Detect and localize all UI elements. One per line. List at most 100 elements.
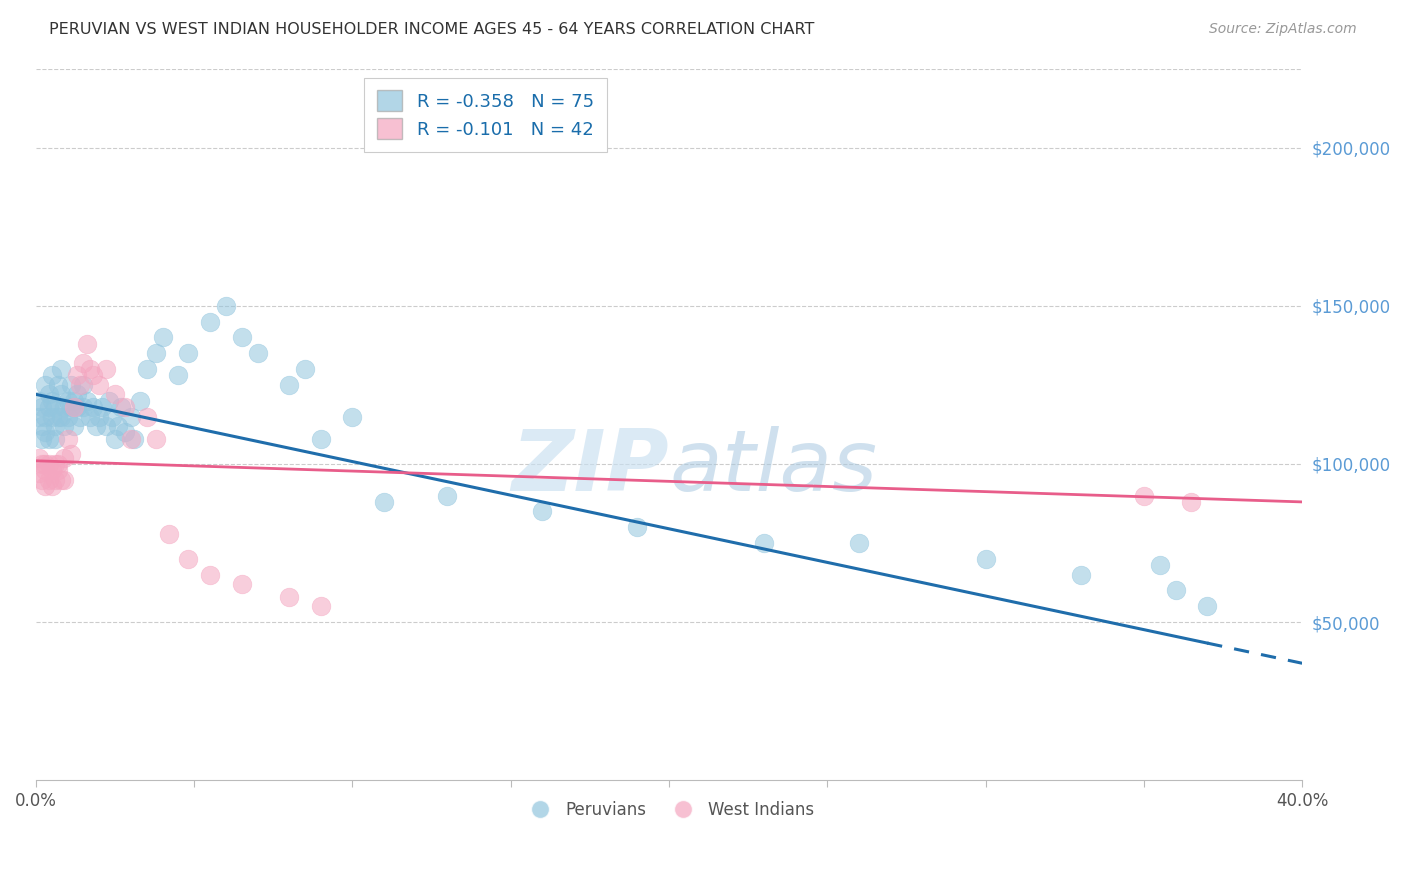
Point: [278, 377, 301, 392]
Point: [34, 425, 56, 440]
Point: [38, 457, 60, 471]
Point: [104, 432, 127, 446]
Point: [1180, 495, 1202, 509]
Point: [1133, 489, 1156, 503]
Point: [76, 393, 98, 408]
Point: [436, 489, 458, 503]
Point: [56, 432, 79, 446]
Point: [89, 377, 111, 392]
Point: [278, 590, 301, 604]
Point: [41, 368, 63, 383]
Point: [145, 432, 167, 446]
Point: [89, 409, 111, 424]
Point: [28, 467, 51, 481]
Point: [44, 473, 66, 487]
Point: [66, 400, 89, 414]
Point: [38, 432, 60, 446]
Point: [114, 425, 136, 440]
Point: [63, 400, 86, 414]
Point: [129, 393, 152, 408]
Point: [101, 409, 124, 424]
Point: [51, 409, 73, 424]
Point: [41, 463, 63, 477]
Point: [31, 432, 53, 446]
Legend: Peruvians, West Indians: Peruvians, West Indians: [517, 794, 821, 825]
Point: [69, 377, 91, 392]
Point: [76, 336, 98, 351]
Point: [44, 432, 66, 446]
Point: [198, 567, 221, 582]
Point: [752, 536, 775, 550]
Point: [63, 393, 86, 408]
Point: [145, 346, 167, 360]
Point: [626, 520, 648, 534]
Point: [66, 368, 89, 383]
Point: [1149, 558, 1171, 573]
Point: [72, 356, 94, 370]
Point: [309, 432, 332, 446]
Point: [66, 387, 89, 401]
Point: [246, 346, 269, 360]
Point: [82, 400, 104, 414]
Point: [28, 450, 51, 465]
Point: [59, 377, 82, 392]
Point: [177, 552, 200, 566]
Text: atlas: atlas: [669, 425, 877, 508]
Point: [46, 463, 69, 477]
Point: [44, 419, 66, 434]
Point: [34, 409, 56, 424]
Point: [63, 419, 86, 434]
Point: [56, 393, 79, 408]
Point: [46, 409, 69, 424]
Point: [1164, 583, 1187, 598]
Point: [72, 377, 94, 392]
Point: [28, 393, 51, 408]
Point: [44, 400, 66, 414]
Point: [59, 400, 82, 414]
Point: [94, 419, 117, 434]
Point: [38, 387, 60, 401]
Point: [97, 393, 120, 408]
Point: [31, 473, 53, 487]
Point: [974, 552, 997, 566]
Point: [72, 400, 94, 414]
Point: [56, 409, 79, 424]
Point: [82, 368, 104, 383]
Point: [59, 447, 82, 461]
Point: [309, 599, 332, 614]
Point: [51, 473, 73, 487]
Point: [120, 409, 142, 424]
Point: [44, 457, 66, 471]
Point: [53, 473, 76, 487]
Point: [157, 526, 180, 541]
Point: [167, 368, 190, 383]
Point: [135, 409, 157, 424]
Point: [848, 536, 870, 550]
Point: [177, 346, 200, 360]
Point: [107, 419, 129, 434]
Point: [294, 362, 316, 376]
Point: [215, 299, 238, 313]
Point: [373, 495, 395, 509]
Point: [51, 362, 73, 376]
Text: Source: ZipAtlas.com: Source: ZipAtlas.com: [1209, 22, 1357, 37]
Point: [53, 419, 76, 434]
Point: [46, 377, 69, 392]
Point: [53, 450, 76, 465]
Point: [38, 400, 60, 414]
Point: [114, 400, 136, 414]
Point: [531, 504, 554, 518]
Point: [342, 409, 364, 424]
Point: [41, 393, 63, 408]
Point: [1197, 599, 1219, 614]
Point: [31, 419, 53, 434]
Point: [46, 457, 69, 471]
Point: [94, 362, 117, 376]
Point: [120, 432, 142, 446]
Point: [34, 377, 56, 392]
Point: [28, 409, 51, 424]
Point: [152, 330, 174, 344]
Point: [69, 409, 91, 424]
Text: PERUVIAN VS WEST INDIAN HOUSEHOLDER INCOME AGES 45 - 64 YEARS CORRELATION CHART: PERUVIAN VS WEST INDIAN HOUSEHOLDER INCO…: [49, 22, 814, 37]
Point: [34, 457, 56, 471]
